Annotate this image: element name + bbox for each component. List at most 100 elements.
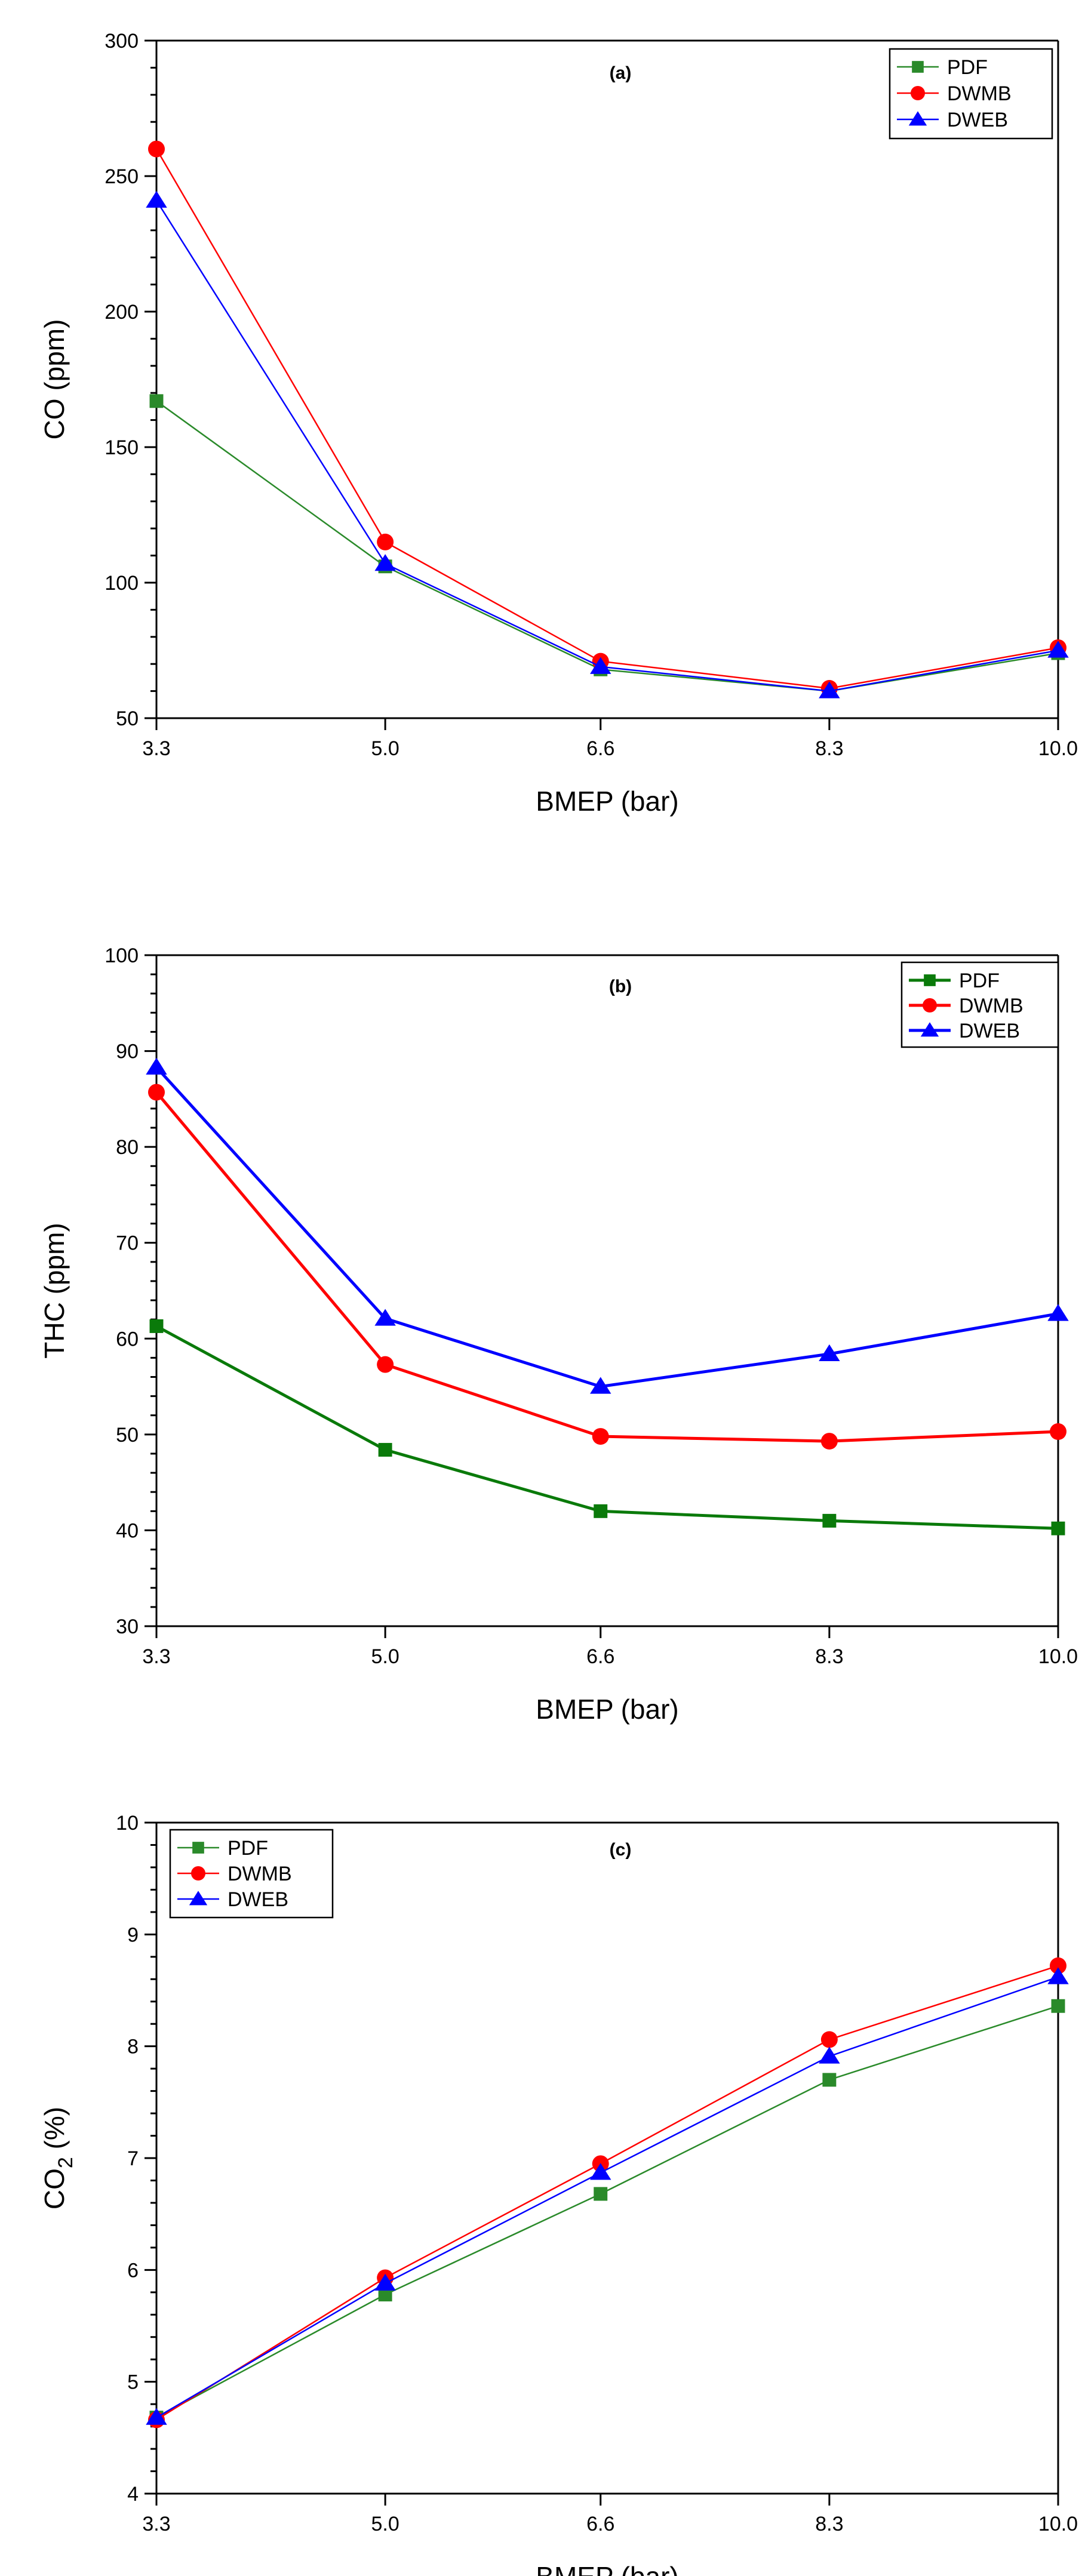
chart-panel-c: 4 5 6 7 8 9 10 3.3 5.0 6.6 8.3 10.0 BMEP (bar) CO2 (%…: [39, 1812, 1078, 2576]
x-tick-label: 6.6: [586, 737, 614, 760]
series-line-pdf: [155, 1325, 1059, 1530]
y-tick-label: 70: [116, 1232, 139, 1255]
y-tick-label: 8: [127, 2036, 139, 2058]
data-point-dwmb: [820, 2031, 838, 2048]
legend-marker-dwmb: [911, 86, 925, 100]
legend-marker-pdf: [912, 61, 924, 73]
x-tick-label: 6.6: [586, 1645, 614, 1668]
data-point-dweb: [374, 2273, 396, 2291]
series-line-dweb: [155, 200, 1059, 692]
legend-label-dwmb: DWMB: [228, 1863, 292, 1885]
x-tick-label: 8.3: [815, 737, 843, 760]
y-tick-label: 50: [116, 1424, 139, 1447]
data-point-dwmb: [148, 1084, 165, 1101]
panel-label: (c): [610, 1840, 632, 1860]
legend-marker-dweb: [189, 1891, 208, 1906]
data-point-dweb: [146, 1057, 167, 1075]
x-axis-title: BMEP (bar): [536, 1694, 678, 1725]
x-tick-label: 3.3: [142, 1645, 170, 1668]
x-tick-label: 10.0: [1038, 2513, 1078, 2535]
x-axis-title: BMEP (bar): [536, 2561, 678, 2576]
series-line-pdf: [156, 400, 1059, 692]
chart-panel-a: 50 100 150 200 250 300 3.3 5.0 6.6 8.3 10.0 BMEP (b…: [39, 30, 1078, 817]
data-point-pdf: [378, 2288, 392, 2302]
x-tick-label: 5.0: [371, 737, 399, 760]
data-point-dweb: [819, 2046, 840, 2064]
y-tick-label: 4: [127, 2483, 139, 2506]
x-tick-label: 3.3: [142, 2513, 170, 2535]
legend-marker-pdf: [924, 974, 936, 986]
legend-marker-dweb: [920, 1022, 939, 1037]
data-point-pdf: [822, 2073, 837, 2087]
data-point-dweb: [590, 1377, 611, 1394]
data-point-dwmb: [377, 1356, 394, 1373]
series-line-pdf: [156, 2005, 1059, 2418]
y-axis-title: THC (ppm): [39, 1223, 70, 1358]
panel-label: (a): [610, 63, 632, 83]
legend-label-dwmb: DWMB: [947, 82, 1012, 105]
y-axis-title-main: CO (ppm): [39, 319, 70, 440]
y-tick-label: 6: [127, 2259, 139, 2282]
x-tick-label: 10.0: [1038, 1645, 1078, 1668]
data-point-pdf: [822, 1513, 837, 1528]
y-tick-label: 300: [104, 30, 139, 53]
y-axis-title-suffix: (%): [39, 2107, 70, 2157]
legend-label-dweb: DWEB: [947, 109, 1008, 131]
data-point-pdf: [378, 1443, 392, 1457]
data-point-dweb: [819, 681, 840, 698]
x-tick-label: 8.3: [815, 1645, 843, 1668]
y-tick-label: 30: [116, 1615, 139, 1638]
legend-marker-dweb: [908, 111, 927, 126]
data-point-dweb: [374, 554, 396, 571]
y-axis-title-main: CO: [39, 2168, 70, 2209]
legend-marker-dwmb: [191, 1866, 205, 1881]
data-point-dweb: [590, 2163, 611, 2180]
data-point-dwmb: [377, 533, 394, 550]
data-point-dwmb: [820, 1433, 838, 1450]
x-tick-label: 10.0: [1038, 737, 1078, 760]
data-point-pdf: [594, 1504, 608, 1518]
series-line-dwmb: [155, 148, 1059, 690]
y-tick-label: 250: [104, 165, 139, 188]
y-tick-label: 80: [116, 1136, 139, 1159]
y-tick-label: 100: [104, 572, 139, 595]
y-tick-label: 10: [116, 1812, 139, 1835]
legend-label-pdf: PDF: [959, 970, 1000, 992]
y-axis-title: CO (ppm): [39, 319, 70, 440]
x-tick-label: 6.6: [586, 2513, 614, 2535]
data-point-dweb: [590, 657, 611, 674]
data-point-pdf: [149, 1319, 164, 1333]
data-point-dweb: [1047, 1967, 1069, 1984]
y-tick-label: 7: [127, 2147, 139, 2170]
data-point-dweb: [1047, 641, 1069, 658]
data-point-dweb: [819, 1344, 840, 1362]
x-axis-title: BMEP (bar): [536, 786, 678, 817]
data-point-dwmb: [592, 1428, 609, 1445]
x-tick-label: 5.0: [371, 1645, 399, 1668]
legend-marker-pdf: [192, 1842, 204, 1854]
panel-label: (b): [609, 977, 632, 996]
legend-label-dweb: DWEB: [959, 1020, 1020, 1042]
data-point-dweb: [1047, 1304, 1069, 1321]
data-point-pdf: [149, 394, 164, 408]
data-point-dwmb: [1050, 1423, 1066, 1441]
y-axis-title-main: THC (ppm): [39, 1223, 70, 1358]
data-point-pdf: [594, 2187, 608, 2201]
data-point-dweb: [374, 1309, 396, 1326]
chart-panel-b: 30 40 50 60 70 80 90 100 3.3 5.0 6.6 8.3 10.0 BMEP (b…: [39, 944, 1078, 1725]
data-point-pdf: [1051, 1521, 1065, 1535]
y-axis-title: CO2 (%): [39, 2107, 77, 2209]
legend-label-dweb: DWEB: [228, 1888, 288, 1911]
legend-marker-dwmb: [923, 998, 937, 1012]
y-tick-label: 9: [127, 1923, 139, 1946]
x-tick-label: 5.0: [371, 2513, 399, 2535]
y-tick-label: 50: [116, 707, 139, 730]
data-point-dweb: [146, 2408, 167, 2425]
legend-label-pdf: PDF: [947, 56, 988, 79]
y-tick-label: 150: [104, 436, 139, 459]
data-point-dwmb: [148, 140, 165, 158]
data-point-dwmb: [1050, 1957, 1066, 1974]
y-axis-title-subscript: 2: [54, 2157, 77, 2168]
y-tick-label: 90: [116, 1041, 139, 1063]
